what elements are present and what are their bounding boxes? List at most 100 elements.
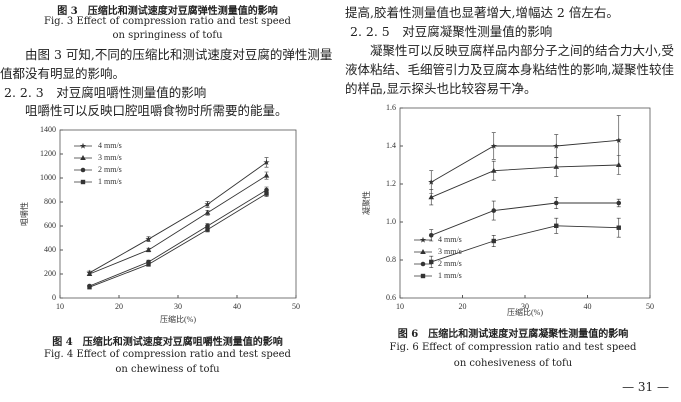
y-tick-label: 400: [44, 245, 56, 254]
data-point: [428, 194, 435, 200]
y-tick-label: 600: [44, 221, 56, 230]
legend-label: 1 mm/s: [438, 271, 462, 280]
x-tick-label: 50: [292, 302, 300, 311]
legend-marker: [420, 273, 426, 279]
x-axis-label: 压缩比(%): [160, 314, 196, 324]
figure-caption: on springiness of tofu: [112, 30, 223, 41]
figure-caption: 图 3 压缩比和测试速度对豆腐弹性测量值的影响: [57, 6, 278, 17]
legend-label: 1 mm/s: [98, 177, 122, 186]
figure-caption: 图 6 压缩比和测试速度对豆腐凝聚性测量值的影响: [397, 329, 629, 340]
page-number: — 31 —: [622, 380, 669, 394]
y-tick-label: 1.4: [386, 141, 396, 150]
data-point: [264, 187, 269, 193]
x-axis-label: 压缩比(%): [507, 307, 543, 317]
paragraph: 咀嚼性可以反映口腔咀嚼食物时所需要的能量。: [25, 103, 288, 118]
series-line: [431, 202, 619, 236]
data-point: [204, 209, 211, 215]
paragraph: 由图 3 可知,不同的压缩比和测试速度对豆腐的弹性测量值都没有明显的影响。: [0, 47, 333, 81]
data-point: [490, 142, 497, 149]
x-tick-label: 20: [115, 302, 123, 311]
data-point: [616, 200, 622, 206]
legend-label: 2 mm/s: [98, 165, 122, 174]
figure-caption: 图 4 压缩比和测试速度对豆腐咀嚼性测量值的影响: [52, 337, 283, 348]
legend-marker: [420, 261, 426, 267]
legend-label: 4 mm/s: [438, 235, 462, 244]
data-point: [615, 137, 622, 143]
chart: 0 200 400 600 800 1000 1200 1400 10 20 30 40 50 压缩比(%…: [19, 125, 300, 324]
section-heading: 2. 2. 3 对豆腐咀嚼性测量值的影响: [4, 85, 207, 100]
figure-caption: on chewiness of tofu: [115, 364, 220, 375]
legend-marker: [420, 249, 426, 254]
legend-marker: [80, 179, 86, 185]
chart: 0.6 0.8 1.0 1.2 1.4 1.6 10 20 30 40 50 压缩比(%) 凝聚性 4 m…: [361, 103, 654, 317]
series-line: [89, 193, 267, 288]
series-line: [89, 162, 267, 274]
x-tick-label: 50: [646, 302, 654, 311]
x-tick-label: 30: [174, 302, 182, 311]
figure-caption: Fig. 3 Effect of compression ratio and t…: [44, 16, 291, 27]
data-point: [264, 191, 269, 196]
series-line: [431, 164, 619, 198]
series-line: [89, 189, 267, 287]
y-tick-label: 1.2: [386, 179, 396, 188]
y-tick-label: 1400: [40, 125, 56, 134]
legend-label: 3 mm/s: [438, 247, 462, 256]
data-point: [615, 162, 622, 167]
data-point: [428, 178, 435, 185]
paragraph: 提高,胶着性测量值也显著增大,增幅达 2 倍左右。: [345, 5, 619, 20]
data-point: [553, 163, 560, 169]
legend-marker: [79, 142, 87, 149]
data-point: [145, 247, 152, 252]
x-tick-label: 40: [233, 302, 241, 311]
legend-marker: [419, 236, 427, 243]
data-point: [429, 259, 434, 265]
data-point: [263, 159, 270, 165]
data-point: [86, 271, 93, 276]
data-point: [553, 142, 560, 149]
y-axis-label: 咀嚼性: [19, 202, 29, 226]
data-point: [146, 262, 151, 267]
y-tick-label: 0.8: [386, 255, 396, 264]
data-point: [491, 238, 496, 244]
figure-caption: Fig. 4 Effect of compression ratio and t…: [44, 349, 291, 360]
series-line: [431, 225, 619, 263]
y-tick-label: 1.6: [386, 103, 396, 112]
plot-frame: [59, 129, 297, 299]
legend-label: 2 mm/s: [438, 259, 462, 268]
data-point: [616, 225, 621, 230]
y-tick-label: 0.6: [386, 293, 396, 302]
data-point: [554, 223, 559, 228]
x-tick-label: 10: [396, 302, 404, 311]
y-tick-label: 0: [52, 293, 56, 302]
data-point: [553, 200, 559, 206]
figure-caption: Fig. 6 Effect of compression ratio and t…: [389, 342, 637, 353]
series-line: [89, 175, 267, 275]
data-point: [87, 285, 92, 290]
data-point: [145, 236, 152, 242]
y-tick-label: 800: [44, 197, 56, 206]
legend-label: 3 mm/s: [98, 153, 122, 162]
data-point: [491, 208, 497, 213]
x-tick-label: 30: [521, 302, 529, 311]
figure-caption: on cohesiveness of tofu: [453, 358, 573, 369]
data-point: [263, 172, 270, 178]
data-point: [490, 167, 497, 173]
section-heading: 2. 2. 5 对豆腐凝聚性测量值的影响: [350, 24, 553, 39]
data-point: [204, 201, 211, 207]
x-tick-label: 20: [459, 302, 467, 311]
legend-marker: [80, 167, 86, 173]
data-point: [205, 227, 210, 232]
y-tick-label: 200: [44, 269, 56, 278]
paragraph: 凝聚性可以反映豆腐样品内部分子之间的结合力大小,受液体粘结、毛细管引力及豆腐本身…: [345, 43, 674, 96]
legend-label: 4 mm/s: [98, 141, 122, 150]
y-tick-label: 1200: [40, 149, 56, 158]
y-axis-label: 凝聚性: [361, 191, 371, 215]
legend-marker: [80, 155, 86, 160]
x-tick-label: 40: [584, 302, 592, 311]
data-point: [428, 233, 434, 238]
y-tick-label: 1.0: [386, 217, 396, 226]
series-line: [431, 139, 619, 183]
x-tick-label: 10: [56, 302, 64, 311]
y-tick-label: 1000: [40, 173, 56, 182]
